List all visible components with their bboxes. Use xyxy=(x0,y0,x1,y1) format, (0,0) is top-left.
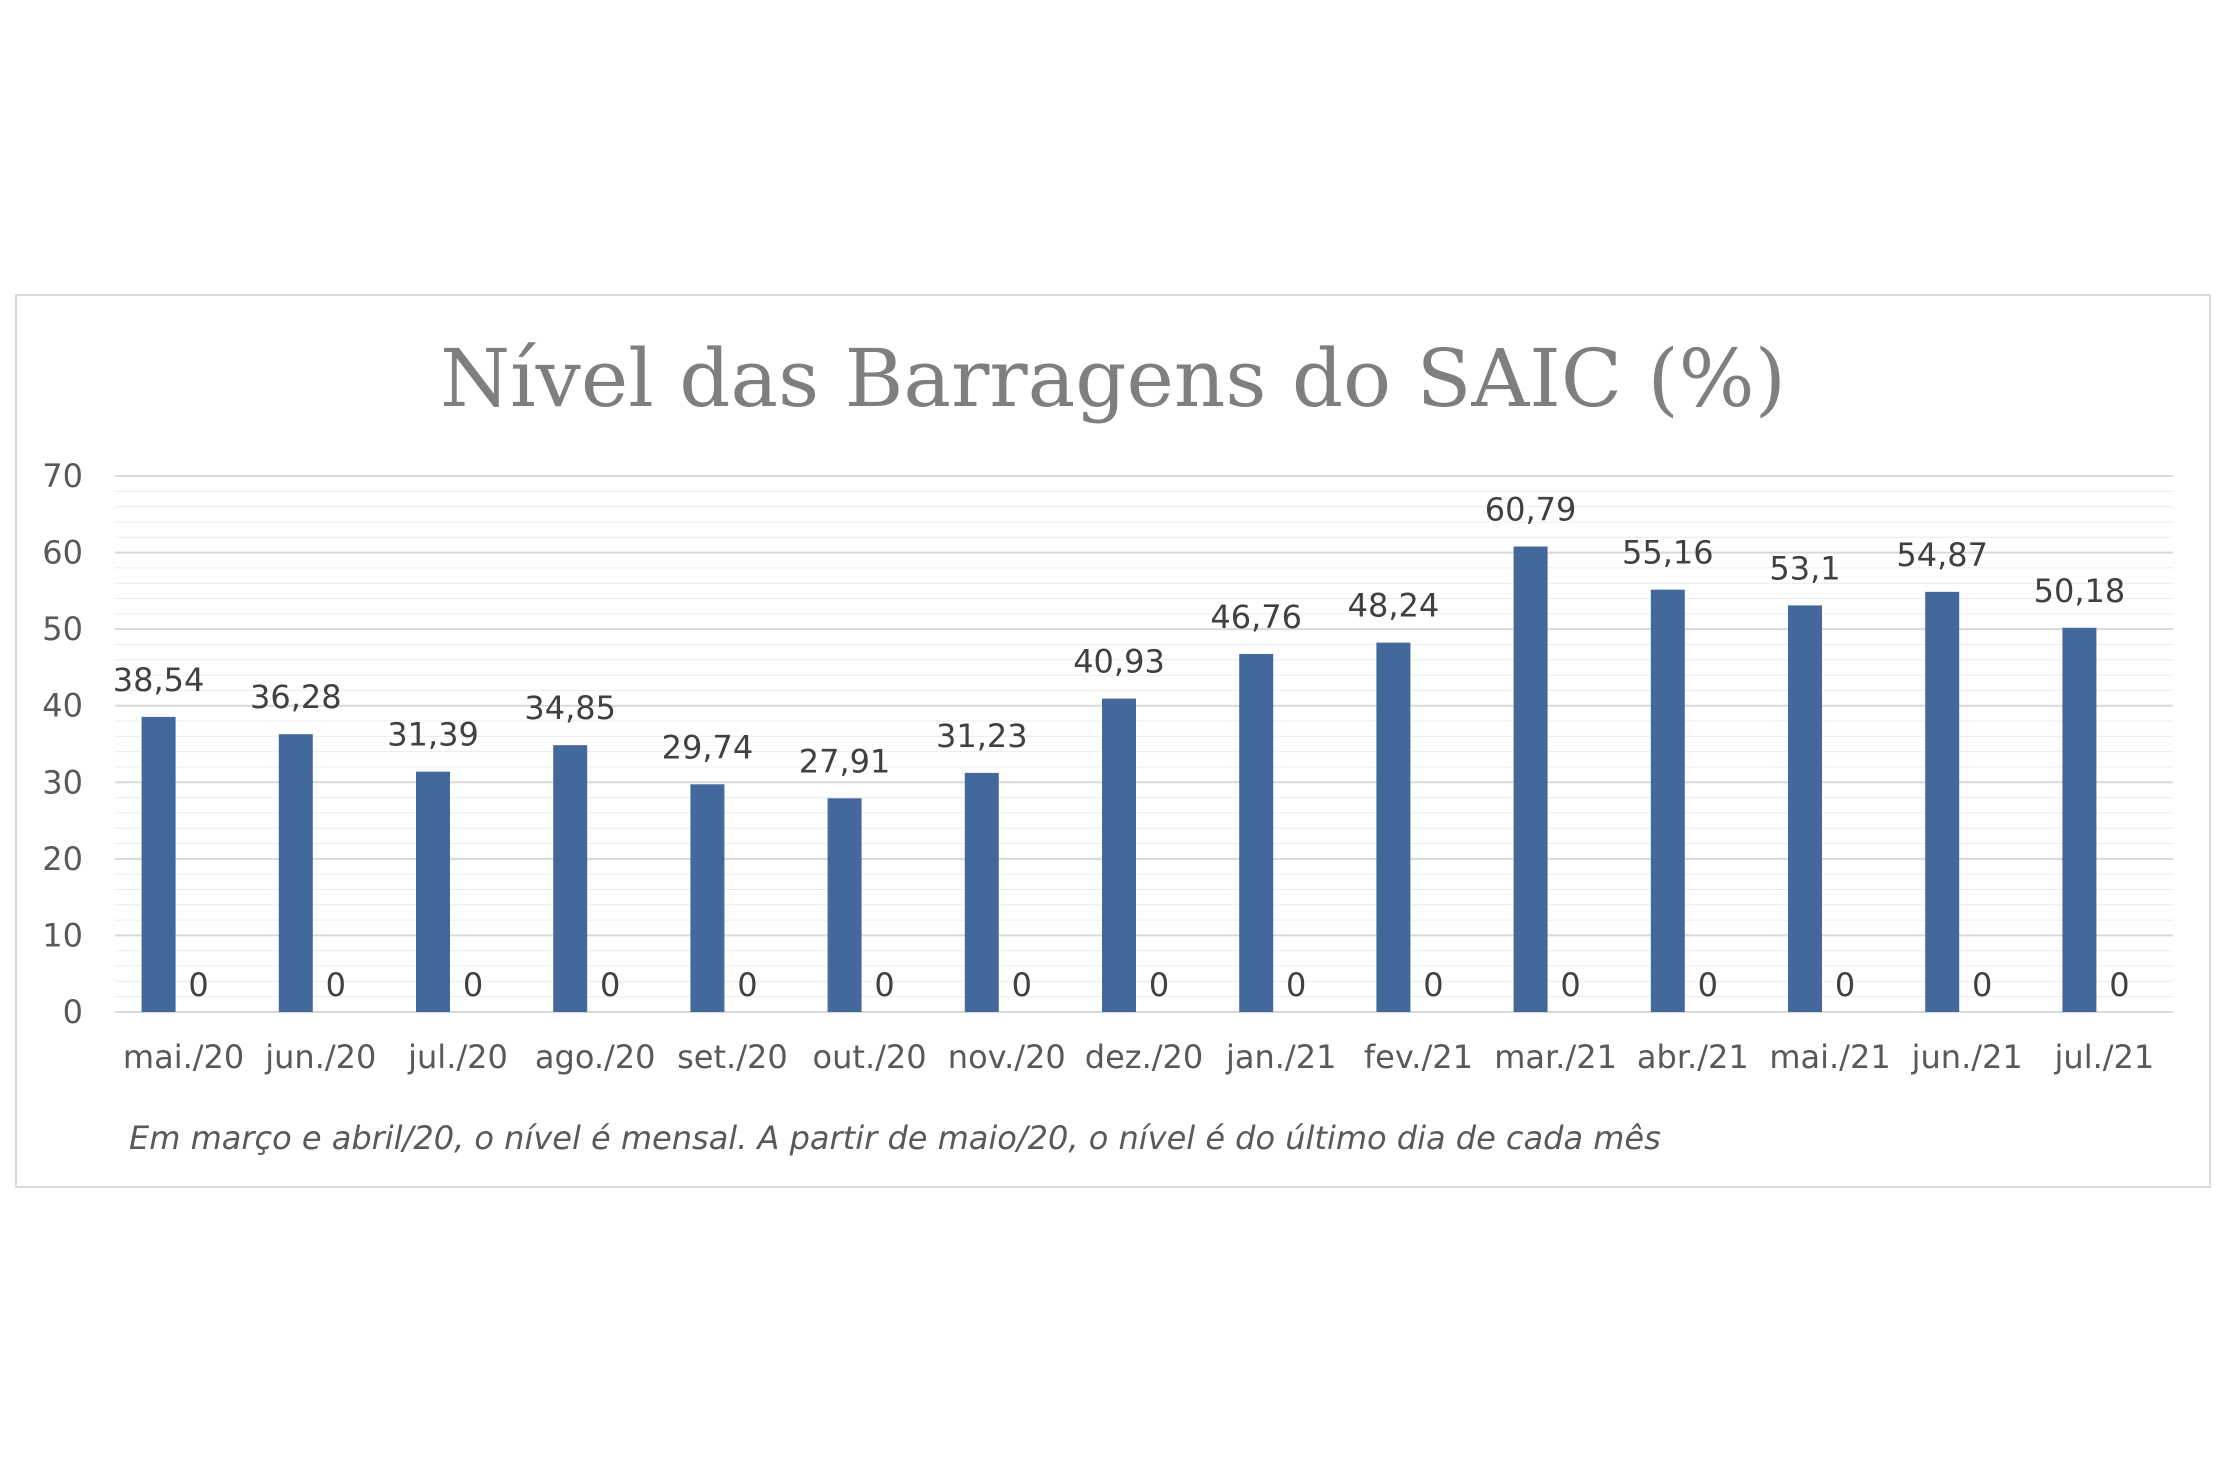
bar xyxy=(827,798,862,1012)
bar xyxy=(1239,653,1274,1012)
data-label: 48,24 xyxy=(1348,587,1440,625)
bar xyxy=(278,734,313,1012)
data-label: 31,39 xyxy=(387,716,479,754)
bar xyxy=(1102,698,1136,1012)
chart-frame: Nível das Barragens do SAIC (%) 0 10 20 30 4… xyxy=(15,294,2211,1188)
x-tick-label: out./20 xyxy=(813,1038,927,1076)
data-label: 60,79 xyxy=(1485,491,1577,529)
data-label: 38,54 xyxy=(113,661,205,699)
gridlines xyxy=(115,475,2173,1013)
y-tick-label: 0 xyxy=(63,993,83,1031)
bar xyxy=(416,771,450,1012)
zero-data-label: 0 xyxy=(2109,966,2129,1004)
data-label: 46,76 xyxy=(1210,598,1302,636)
y-axis-ticks: 0 10 20 30 40 50 60 70 xyxy=(42,457,83,1031)
x-axis-ticks: mai./20 jun./20 jul./20 ago./20 set./20 out./… xyxy=(123,1038,2154,1076)
y-tick-label: 70 xyxy=(42,457,83,495)
zero-data-label: 0 xyxy=(1423,966,1443,1004)
zero-data-label: 0 xyxy=(463,966,483,1004)
zero-data-label: 0 xyxy=(1149,966,1169,1004)
zero-data-label: 0 xyxy=(600,966,620,1004)
y-tick-label: 60 xyxy=(42,534,83,572)
zero-data-label: 0 xyxy=(1698,966,1718,1004)
data-label: 31,23 xyxy=(936,717,1028,755)
x-tick-label: abr./21 xyxy=(1637,1038,1749,1076)
x-tick-label: dez./20 xyxy=(1085,1038,1203,1076)
bar xyxy=(690,784,725,1012)
bar xyxy=(2062,627,2097,1012)
data-label: 50,18 xyxy=(2034,572,2126,610)
y-tick-label: 50 xyxy=(42,610,83,648)
bars xyxy=(141,546,2097,1012)
zero-data-label: 0 xyxy=(737,966,757,1004)
x-tick-label: mai./21 xyxy=(1769,1038,1890,1076)
chart-footnote: Em março e abril/20, o nível é mensal. A… xyxy=(129,1119,1661,1157)
data-label: 55,16 xyxy=(1622,534,1714,572)
data-label: 54,87 xyxy=(1896,536,1988,574)
x-tick-label: jun./21 xyxy=(1911,1038,2023,1076)
bar xyxy=(141,716,176,1012)
data-label: 53,1 xyxy=(1769,549,1840,587)
zero-data-label: 0 xyxy=(1835,966,1855,1004)
zero-data-label: 0 xyxy=(188,966,208,1004)
y-tick-label: 10 xyxy=(42,916,83,954)
x-tick-label: jul./21 xyxy=(2054,1038,2155,1076)
x-tick-label: jan./21 xyxy=(1225,1038,1336,1076)
bar xyxy=(1925,591,1960,1012)
data-labels: 38,54 0 36,28 0 31,39 0 34,85 0 29,74 0 27,91 0 31,2… xyxy=(113,491,2130,1004)
x-tick-label: nov./20 xyxy=(948,1038,1066,1076)
zero-data-label: 0 xyxy=(1972,966,1992,1004)
bar xyxy=(1788,605,1822,1012)
data-label: 36,28 xyxy=(250,678,342,716)
x-tick-label: jul./20 xyxy=(407,1038,508,1076)
zero-data-label: 0 xyxy=(1560,966,1580,1004)
x-tick-label: jun./20 xyxy=(264,1038,376,1076)
bar xyxy=(553,745,588,1012)
bar-chart: Nível das Barragens do SAIC (%) 0 10 20 30 4… xyxy=(42,332,2173,1157)
bar xyxy=(1650,589,1685,1012)
zero-data-label: 0 xyxy=(874,966,894,1004)
y-tick-label: 30 xyxy=(42,763,83,801)
bar xyxy=(964,772,999,1012)
bar xyxy=(1376,642,1411,1012)
x-tick-label: ago./20 xyxy=(535,1038,656,1076)
zero-data-label: 0 xyxy=(1286,966,1306,1004)
chart-title: Nível das Barragens do SAIC (%) xyxy=(440,332,1786,425)
data-label: 29,74 xyxy=(662,728,754,766)
zero-data-label: 0 xyxy=(326,966,346,1004)
x-tick-label: fev./21 xyxy=(1364,1038,1473,1076)
x-tick-label: mar./21 xyxy=(1494,1038,1617,1076)
data-label: 27,91 xyxy=(799,742,891,780)
data-label: 40,93 xyxy=(1073,643,1165,681)
x-tick-label: mai./20 xyxy=(123,1038,244,1076)
y-tick-label: 20 xyxy=(42,840,83,878)
bar xyxy=(1513,546,1548,1012)
x-tick-label: set./20 xyxy=(677,1038,788,1076)
zero-data-label: 0 xyxy=(1012,966,1032,1004)
data-label: 34,85 xyxy=(524,689,616,727)
y-tick-label: 40 xyxy=(42,687,83,725)
